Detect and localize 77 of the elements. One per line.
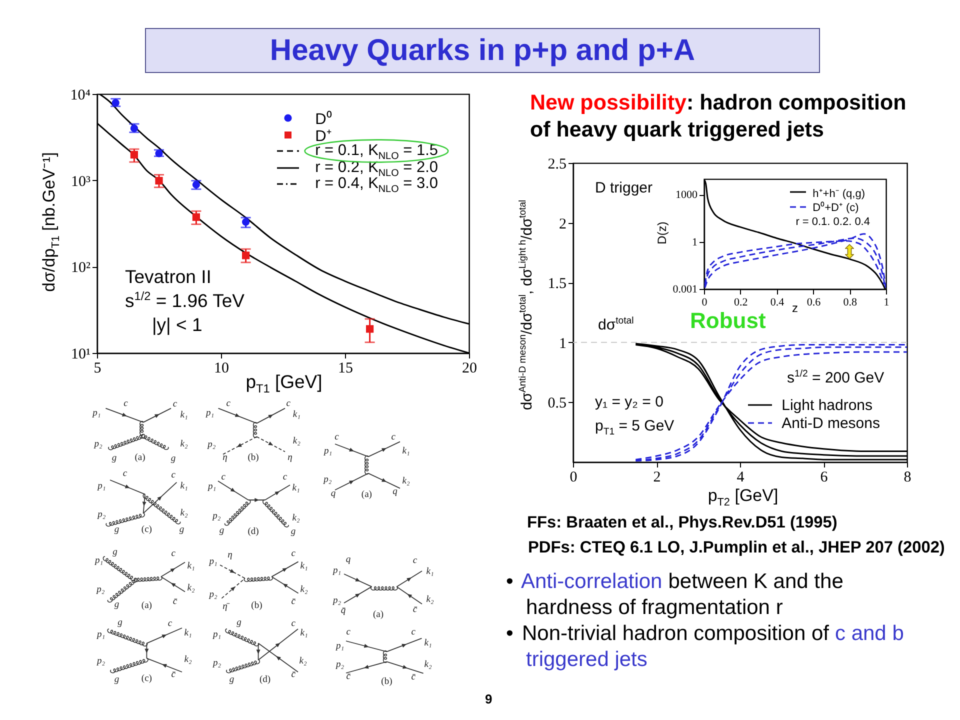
y-tick-label: 1 [559, 336, 566, 352]
x-tick-label: 2 [653, 470, 661, 486]
annotation: p$_{T1}$ = 5 GeV [595, 418, 674, 438]
text: of heavy quark triggered jets [530, 118, 824, 142]
y-axis-title: D(z) [655, 222, 669, 244]
text: c and b [834, 622, 904, 646]
annotation: s$^{1/2}$ = 1.96 TeV [125, 288, 244, 312]
legend-label: D⁰ [315, 110, 332, 130]
y-tick-label: 2 [559, 216, 566, 232]
text: FFs: Braaten et al., Phys.Rev.D51 (1995) [527, 514, 838, 532]
x-tick-label: 0.2 [734, 296, 748, 308]
feynman-diagram: q c p₁ k₁ p₂ k₂ q̄ (a) c̄ [332, 555, 434, 620]
annotation: r = 0.4, K$_{NLO}$ = 3.0 [315, 175, 438, 196]
x-axis-title: p$_{T2}$ [GeV] [708, 486, 778, 508]
point [242, 218, 250, 226]
text: 9 [485, 692, 492, 706]
text: hardness of fragmentation r [526, 596, 783, 620]
x-tick-label: 4 [736, 470, 745, 486]
x-tick-label: 0.6 [806, 296, 822, 308]
feynman-diagram: g c p₁ k₁ p₂ k₂ g (c) c̄ [96, 618, 192, 685]
point [366, 325, 374, 333]
text: New possibility [530, 90, 687, 116]
feynman-diagram: g c p₁ k₁ p₂ k₂ g (a) c̄ [94, 547, 195, 611]
x-tick-label: 0.8 [843, 296, 858, 308]
legend-label: Light hadrons [782, 396, 873, 414]
point [155, 176, 163, 185]
x-tick-label: 5 [94, 360, 102, 376]
y-tick-label: 1000 [676, 189, 698, 202]
annotation: Robust [690, 308, 766, 334]
x-axis-title: z [792, 301, 798, 315]
legend-label: h⁺+h⁻ (q,g) [812, 186, 865, 200]
x-tick-label: 8 [904, 470, 912, 486]
y-tick-label: 10³ [71, 174, 91, 190]
ref-line-label: dσ$^{total}$ [598, 316, 634, 334]
point [130, 150, 138, 159]
x-tick-label: 20 [462, 360, 477, 376]
feynman-diagram: c c p₁ k₁ p₂ k₂ q (a) q [324, 432, 410, 500]
legend-label: D⁰+D⁺ (c) [812, 200, 859, 214]
x-tick-label: 0 [702, 296, 708, 308]
text: : hadron composition [686, 90, 906, 116]
text: Non-trivial hadron composition of [522, 622, 829, 646]
y-tick-label: 0.5 [548, 396, 566, 412]
text: Heavy Quarks in p+p and p+A [270, 34, 696, 68]
feynman-diagram: g c p₁ k₁ p₂ k₂ g (d) c̄ [212, 618, 308, 685]
feynman-diagram: c c p₁ k₁ p₂ k₂ c̄ (b) c̄ [336, 628, 432, 687]
feynman-diagram: c c p₁ k₁ p₂ k₂ g (d) g [208, 472, 300, 537]
annotation: Tevatron II [125, 266, 212, 288]
feynman-diagram: c c p₁ k₁ p₂ k₂ g (c) g [98, 469, 188, 535]
x-axis-title: p$_{T1}$ [GeV] [246, 371, 322, 396]
y-tick-label: 0.001 [672, 284, 698, 296]
y-tick-label: 2.5 [548, 156, 566, 172]
annotation: r = 0.1. 0.2. 0.4 [796, 216, 870, 228]
text: Anti-correlation [521, 570, 662, 594]
text: • [506, 622, 514, 646]
text: PDFs: CTEQ 6.1 LO, J.Pumplin et al., JHEP 207 (2002) [528, 538, 945, 558]
annotation: |y| < 1 [152, 314, 202, 336]
x-tick-label: 15 [338, 360, 353, 376]
x-tick-label: 1 [884, 296, 890, 308]
text: triggered jets [526, 648, 648, 672]
x-tick-label: 0 [570, 470, 578, 486]
y-tick-label: 1.5 [548, 276, 566, 292]
annotation: D trigger [595, 180, 653, 196]
x-tick-label: 6 [820, 470, 828, 486]
text: between K and the [668, 570, 844, 594]
feynman-diagram: η c p₁ k₁ p₂ k₂ η̄ (b) c̄ [209, 549, 308, 612]
y-tick-label: 10¹ [71, 346, 90, 362]
y-tick-label: 10⁴ [70, 88, 90, 104]
annotation: s$^{1/2}$ = 200 GeV [787, 368, 884, 386]
y-tick-label: 10² [71, 260, 91, 276]
annotation: y₁ = y₂ = 0 [595, 394, 664, 410]
y-tick-label: 1 [692, 236, 698, 248]
x-tick-label: 0.4 [770, 296, 785, 308]
point [242, 252, 250, 260]
legend-label: Anti-D mesons [782, 414, 880, 432]
point [192, 213, 200, 221]
x-tick-label: 10 [214, 360, 229, 376]
text: • [506, 570, 514, 594]
